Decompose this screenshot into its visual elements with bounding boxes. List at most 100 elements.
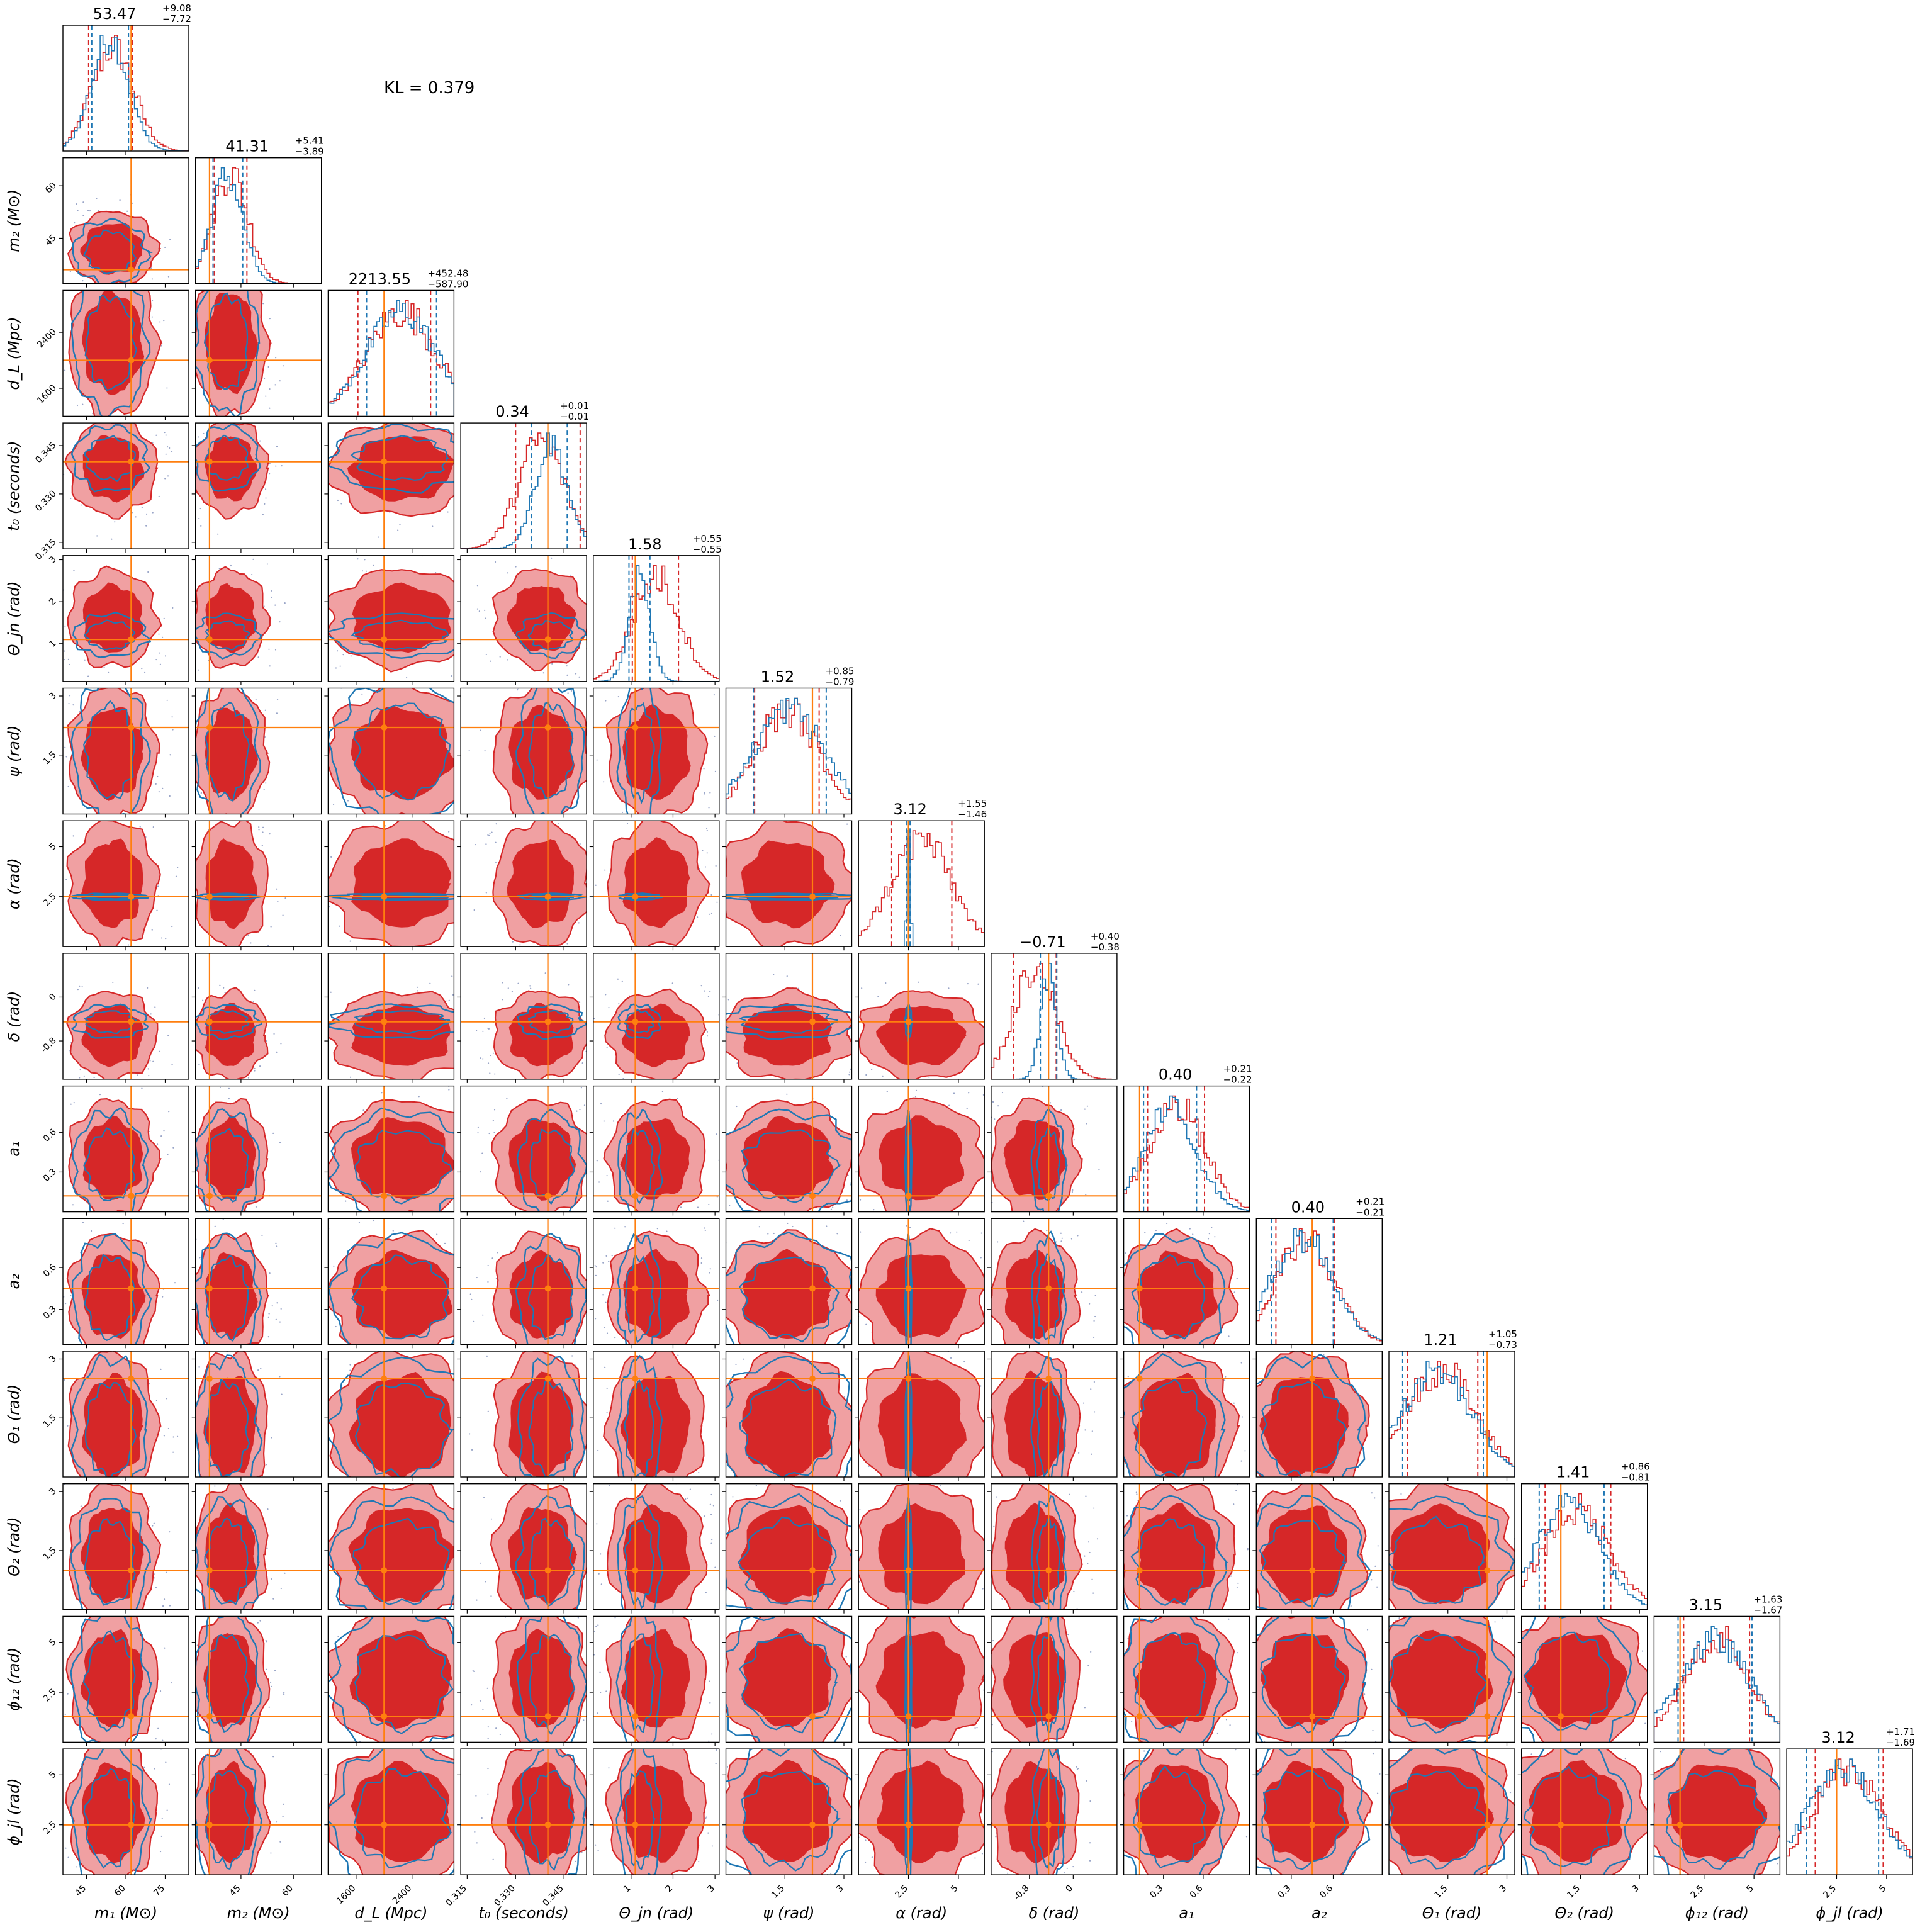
sample-dot — [507, 659, 508, 661]
diag-title-psi: 1.52 — [761, 668, 794, 686]
sample-dot — [721, 1731, 722, 1732]
sample-dot — [608, 1491, 609, 1492]
sample-dot — [252, 1364, 254, 1365]
sample-dot — [79, 1069, 81, 1071]
sample-dot — [830, 1208, 833, 1210]
truth-point — [905, 1018, 912, 1025]
sample-dot — [191, 948, 193, 950]
sample-dot — [158, 790, 160, 793]
sample-dot — [196, 1629, 198, 1630]
sample-dot — [602, 1170, 604, 1171]
sample-dot — [600, 595, 602, 596]
sample-dot — [786, 975, 788, 977]
y-tick-label: -0.8 — [39, 1036, 59, 1055]
sample-dot — [544, 972, 546, 974]
histogram-a — [461, 432, 587, 549]
sample-dot — [53, 1155, 55, 1156]
sample-dot — [280, 1043, 282, 1045]
sample-dot — [303, 1189, 304, 1191]
contour-outer-b — [904, 1109, 913, 1212]
sample-dot — [704, 793, 706, 795]
contour-inner-b — [84, 1518, 136, 1606]
sample-dot — [495, 1727, 497, 1729]
contour-inner-a — [205, 1115, 257, 1200]
panel-frame — [195, 1218, 322, 1345]
truth-point — [905, 1193, 912, 1199]
panel-frame — [858, 1085, 985, 1213]
panel-frame — [327, 1351, 455, 1478]
sample-dot — [606, 1405, 607, 1406]
sample-dot — [663, 1902, 665, 1904]
sample-dot — [298, 1160, 299, 1161]
sample-dot — [471, 447, 473, 448]
sample-dot — [495, 1278, 497, 1279]
sample-dot — [265, 497, 267, 499]
sample-dot — [510, 1612, 512, 1614]
sample-dot — [478, 1644, 480, 1645]
sample-dot — [349, 1364, 351, 1366]
sample-dot — [501, 1631, 503, 1632]
sample-dot — [771, 1746, 772, 1747]
sample-dot — [265, 1668, 267, 1670]
sample-dot — [163, 617, 165, 620]
sample-dot — [257, 1369, 259, 1371]
sample-dot — [349, 1619, 350, 1620]
sample-dot — [1080, 1345, 1081, 1347]
sample-dot — [60, 227, 61, 228]
truth-point — [544, 1713, 551, 1720]
panel-a1-alpha — [855, 1085, 985, 1216]
sample-dot — [49, 1564, 50, 1566]
sample-dot — [530, 987, 532, 989]
sample-dot — [988, 1607, 989, 1608]
sample-dot — [364, 559, 366, 561]
sample-dot — [319, 1554, 320, 1556]
sample-dot — [713, 694, 715, 696]
sample-dot — [884, 900, 885, 901]
sample-dot — [70, 1295, 72, 1296]
sample-dot — [562, 1213, 563, 1215]
sample-dot — [166, 387, 168, 389]
contour-inner-a — [1259, 1376, 1350, 1477]
sample-dot — [333, 1265, 335, 1267]
sample-dot — [1519, 1624, 1520, 1625]
histogram-b — [991, 963, 1117, 1079]
sample-dot — [486, 1284, 488, 1286]
sample-dot — [992, 1045, 993, 1046]
panel-phi12-a2 — [1252, 1615, 1383, 1746]
sample-dot — [463, 1505, 464, 1506]
sample-dot — [64, 1379, 66, 1381]
truth-point — [632, 1375, 639, 1382]
contour-inner-b — [527, 620, 574, 651]
sample-dot — [816, 804, 817, 805]
sample-dot — [266, 563, 268, 565]
panel-psi-m2 — [191, 687, 322, 818]
sample-dot — [442, 1745, 444, 1746]
sample-dot — [727, 951, 729, 952]
sample-dot — [1258, 1499, 1259, 1500]
sample-dot — [575, 1860, 576, 1862]
truth-point — [632, 1567, 639, 1574]
sample-dot — [490, 660, 491, 662]
sample-dot — [141, 668, 143, 670]
sample-dot — [1364, 1693, 1366, 1695]
panel-content — [328, 1616, 480, 1754]
sample-dot — [882, 1075, 884, 1077]
sample-dot — [374, 815, 376, 816]
sample-dot — [174, 610, 176, 612]
sample-dot — [272, 1598, 274, 1600]
sample-dot — [591, 914, 592, 915]
sample-dot — [349, 1753, 350, 1754]
sample-dot — [312, 698, 313, 699]
contour-outer-b — [195, 1354, 263, 1477]
sample-dot — [877, 996, 879, 998]
contour-inner-b — [624, 702, 655, 804]
sample-dot — [475, 1407, 476, 1408]
sample-dot — [592, 734, 593, 736]
sample-dot — [1091, 1578, 1093, 1580]
contour-inner-b — [741, 1129, 842, 1203]
sample-dot — [698, 1471, 700, 1474]
sample-dot — [275, 465, 277, 467]
diag-title-phi12: 3.15 — [1689, 1596, 1722, 1614]
sample-dot — [722, 1808, 724, 1809]
panel-content — [319, 1483, 454, 1620]
